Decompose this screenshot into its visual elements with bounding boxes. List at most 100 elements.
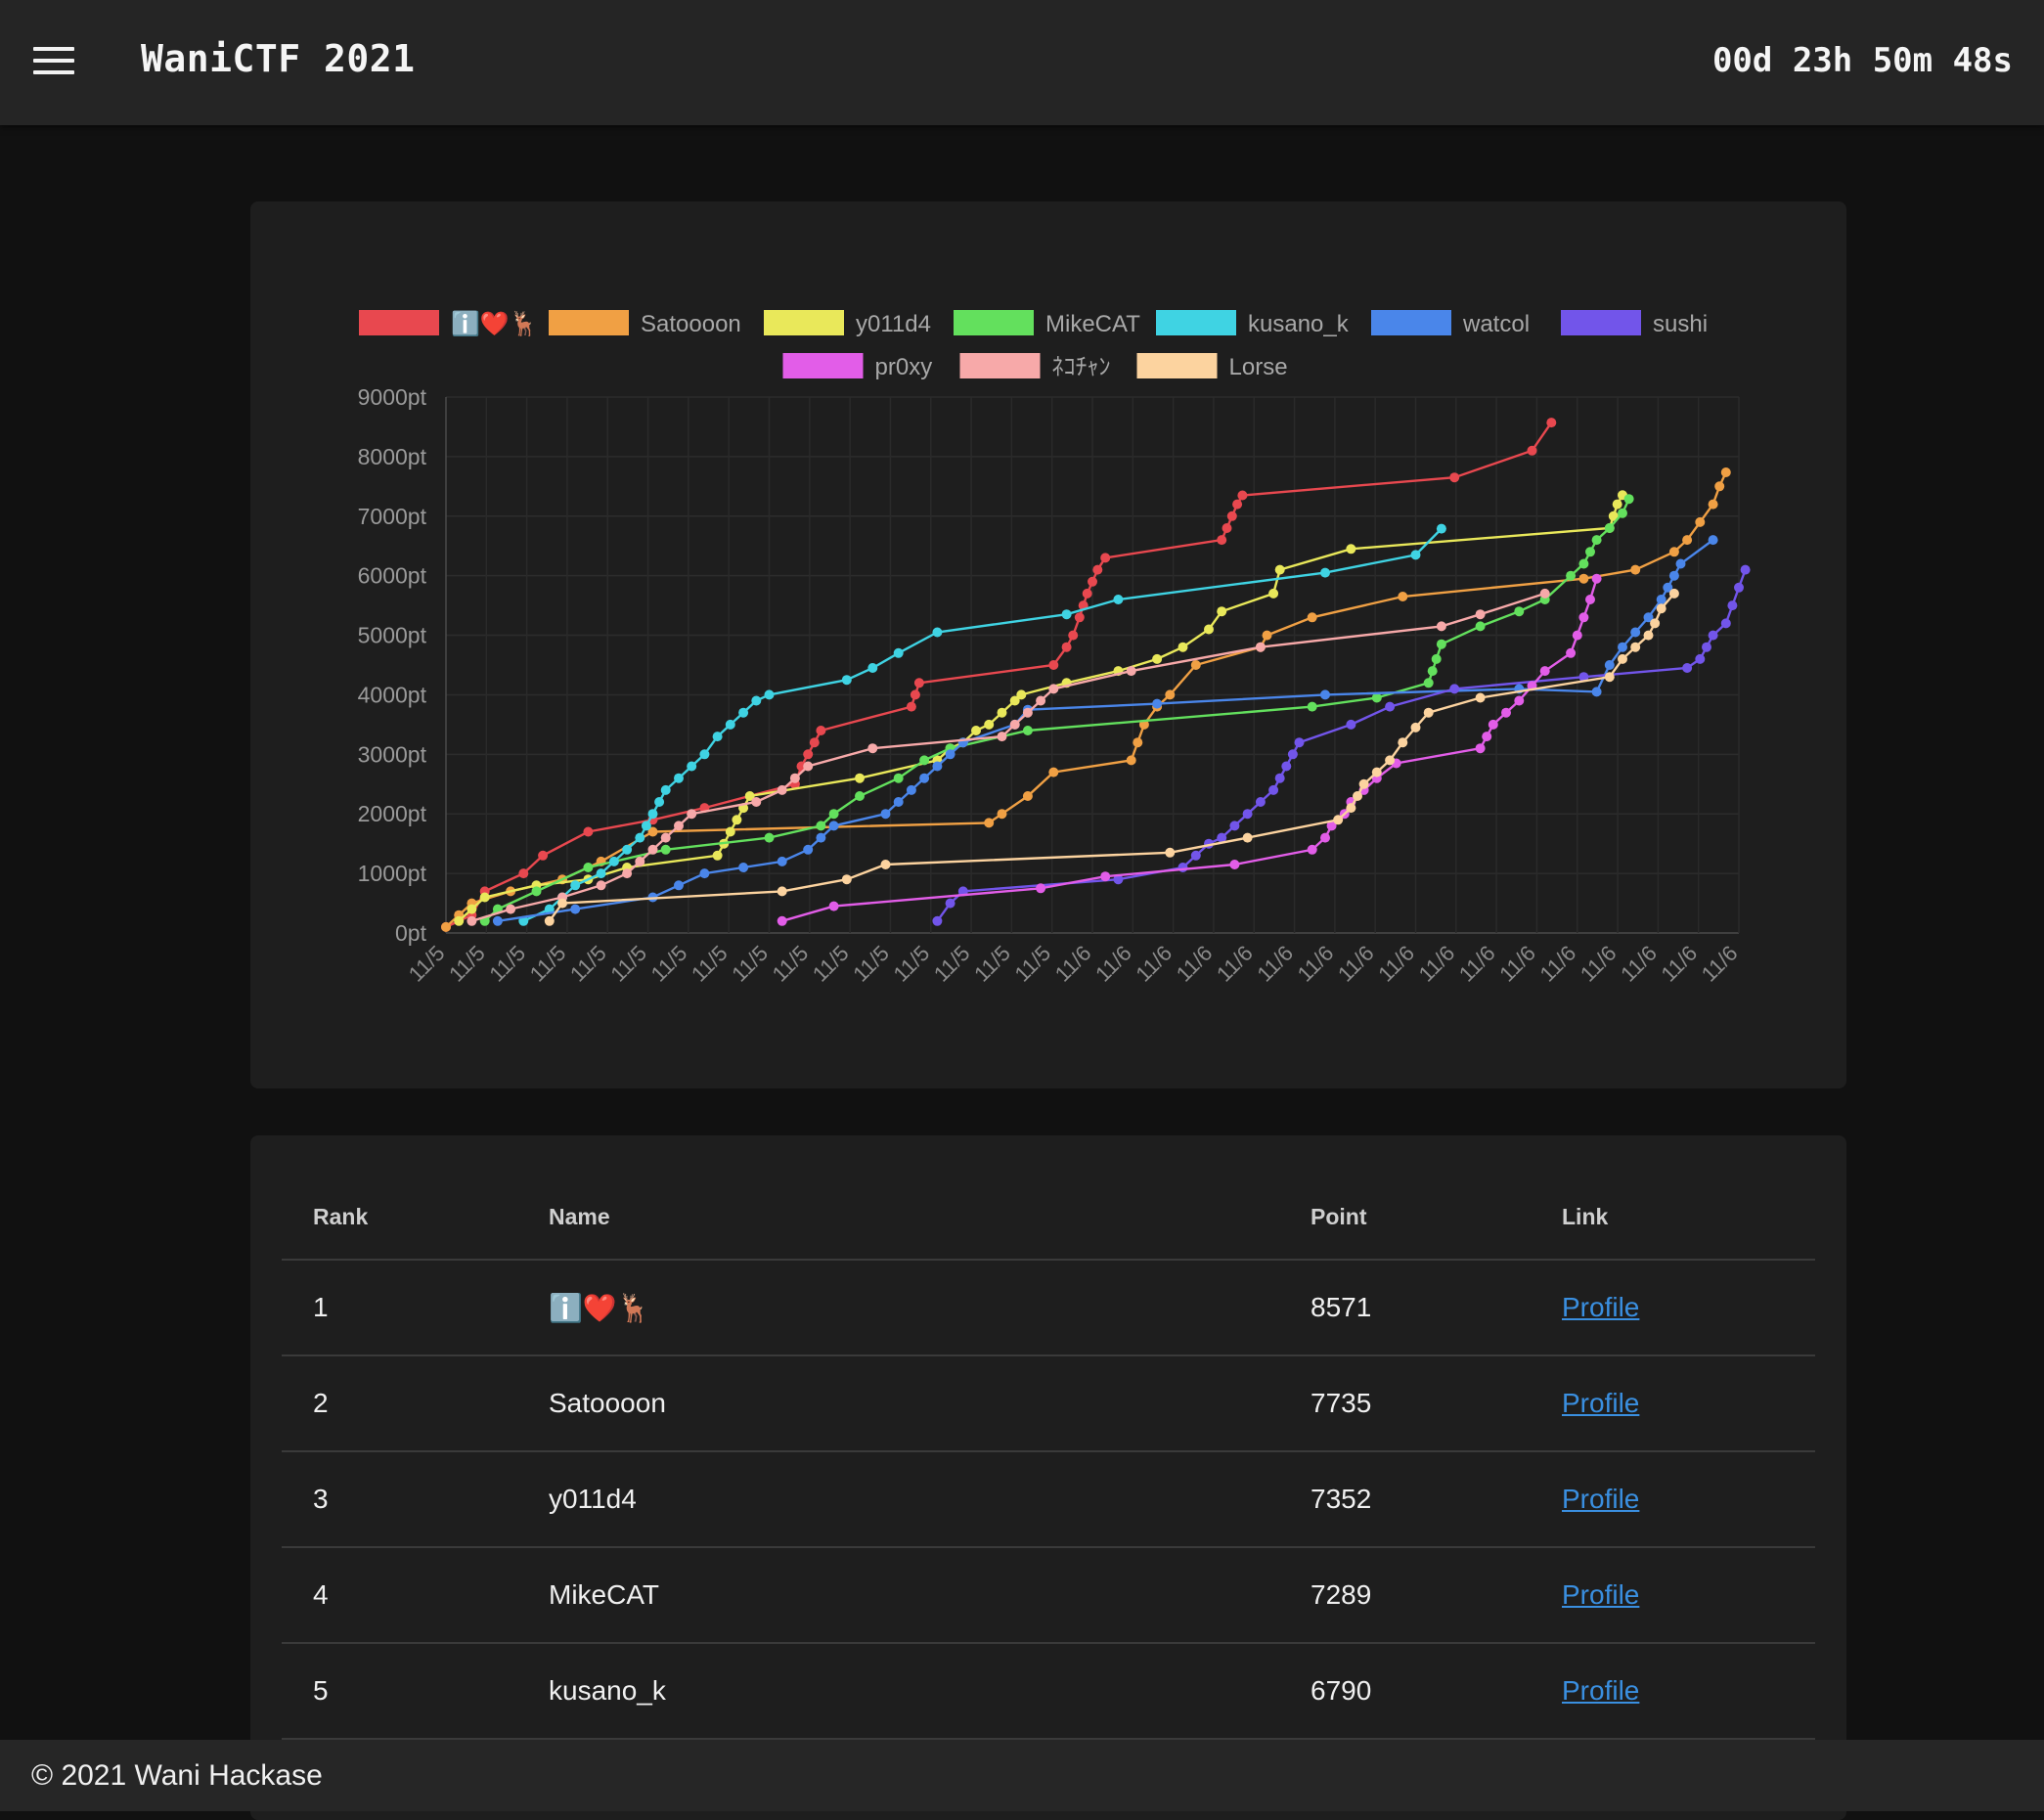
- data-point: [1009, 719, 1020, 730]
- y-tick-label: 2000pt: [358, 801, 427, 826]
- data-point: [816, 726, 826, 735]
- profile-link[interactable]: Profile: [1562, 1579, 1640, 1610]
- x-tick-label: 11/5: [484, 941, 530, 987]
- data-point: [1088, 576, 1097, 587]
- data-point: [1618, 642, 1627, 652]
- data-point: [1307, 844, 1317, 855]
- x-tick-label: 11/5: [768, 941, 814, 987]
- x-tick-label: 11/6: [1576, 941, 1622, 987]
- data-point: [647, 844, 658, 855]
- data-point: [855, 791, 865, 801]
- data-point: [492, 915, 503, 926]
- team-name-cell: Satoooon: [517, 1355, 1279, 1452]
- data-point: [1385, 755, 1396, 766]
- data-point: [674, 773, 684, 783]
- legend-label: watcol: [1462, 311, 1530, 337]
- data-point: [1695, 516, 1706, 527]
- data-point: [1398, 592, 1408, 601]
- data-point: [893, 797, 904, 807]
- data-point: [1423, 707, 1434, 718]
- data-point: [1578, 612, 1589, 623]
- data-point: [647, 809, 658, 820]
- data-point: [467, 904, 477, 914]
- data-point: [479, 892, 490, 903]
- hamburger-menu-icon[interactable]: [33, 47, 74, 78]
- data-point: [1618, 508, 1627, 518]
- data-point: [1708, 535, 1718, 546]
- data-point: [910, 689, 920, 700]
- data-point: [1294, 737, 1305, 748]
- data-point: [764, 832, 775, 843]
- data-point: [738, 707, 749, 718]
- data-point: [1740, 564, 1751, 575]
- legend-swatch: [549, 310, 629, 335]
- profile-link[interactable]: Profile: [1562, 1388, 1640, 1418]
- data-point: [1133, 737, 1143, 748]
- series-line: [471, 592, 1546, 922]
- data-point: [777, 886, 787, 897]
- rank-cell: 2: [282, 1355, 517, 1452]
- data-point: [1630, 627, 1641, 638]
- data-point: [687, 809, 697, 820]
- score-line-chart: 0pt 1000pt 2000pt 3000pt 4000pt 5000pt 6000pt 7…: [358, 310, 1751, 987]
- table-row: 3 y011d4 7352 Profile: [282, 1451, 1815, 1548]
- data-point: [932, 627, 943, 638]
- data-point: [1371, 692, 1382, 703]
- table-row: 1 ℹ️❤️🦌 8571 Profile: [282, 1260, 1815, 1356]
- data-point: [1190, 660, 1201, 670]
- data-point: [660, 844, 671, 855]
- score-chart-card: 0pt 1000pt 2000pt 3000pt 4000pt 5000pt 6000pt 7…: [250, 201, 1846, 1088]
- data-point: [1708, 499, 1718, 510]
- legend-label: sushi: [1653, 311, 1708, 337]
- x-tick-label: 11/6: [1534, 941, 1580, 987]
- profile-link[interactable]: Profile: [1562, 1292, 1640, 1322]
- data-point: [1585, 595, 1595, 604]
- profile-link[interactable]: Profile: [1562, 1675, 1640, 1706]
- data-point: [1100, 871, 1111, 882]
- data-point: [1656, 603, 1666, 614]
- countdown-timer: 00d 23h 50m 48s: [1711, 41, 2013, 80]
- data-point: [828, 809, 839, 820]
- data-point: [971, 726, 981, 735]
- data-point: [1488, 719, 1498, 730]
- data-point: [984, 818, 995, 828]
- column-header-name: Name: [517, 1175, 1279, 1261]
- data-point: [506, 904, 516, 914]
- data-point: [1427, 666, 1438, 677]
- data-point: [816, 832, 826, 843]
- y-tick-label: 6000pt: [358, 563, 427, 589]
- data-point: [1539, 588, 1550, 599]
- x-tick-label: 11/5: [727, 941, 773, 987]
- x-tick-label: 11/5: [565, 941, 611, 987]
- data-point: [1346, 803, 1356, 814]
- data-point: [654, 797, 665, 807]
- data-point: [997, 809, 1007, 820]
- data-point: [809, 737, 820, 748]
- data-point: [1100, 553, 1111, 563]
- data-point: [1675, 558, 1686, 569]
- data-point: [1612, 499, 1622, 510]
- data-point: [660, 832, 671, 843]
- data-point: [1604, 523, 1615, 533]
- data-point: [1449, 472, 1460, 483]
- x-tick-label: 11/5: [808, 941, 854, 987]
- data-point: [725, 719, 735, 730]
- data-point: [777, 784, 787, 795]
- data-point: [1371, 767, 1382, 777]
- data-point: [1165, 847, 1176, 858]
- data-point: [906, 701, 916, 712]
- profile-link[interactable]: Profile: [1562, 1484, 1640, 1514]
- legend-label: ℹ️❤️🦌: [451, 310, 539, 337]
- legend-swatch: [1136, 353, 1218, 378]
- data-point: [997, 732, 1007, 742]
- column-header-point: Point: [1279, 1175, 1531, 1261]
- x-tick-label: 11/6: [1414, 941, 1460, 987]
- data-point: [1307, 612, 1317, 623]
- y-tick-label: 9000pt: [358, 384, 427, 410]
- data-point: [1385, 701, 1396, 712]
- data-point: [1126, 666, 1136, 677]
- data-point: [1022, 791, 1033, 801]
- data-point: [841, 874, 852, 885]
- data-point: [1663, 582, 1673, 593]
- data-point: [1668, 547, 1679, 557]
